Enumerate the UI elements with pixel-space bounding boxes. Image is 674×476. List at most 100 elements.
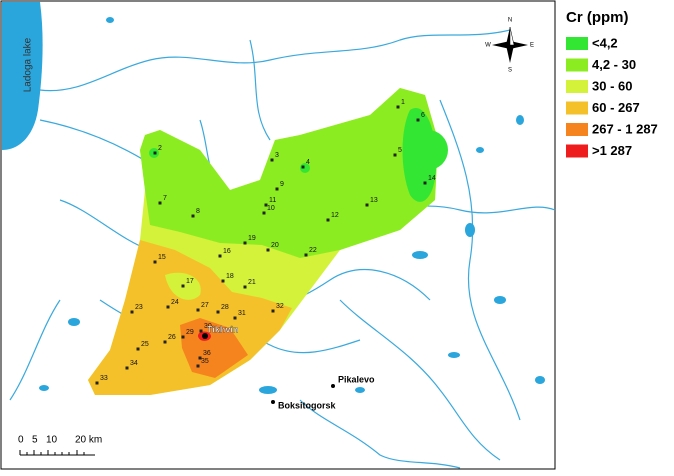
sample-marker: [125, 366, 129, 370]
sample-label: 28: [221, 304, 229, 311]
sample-label: 21: [248, 279, 256, 286]
sample-marker: [264, 203, 268, 207]
sample-label: 27: [201, 302, 209, 309]
sample-label: 24: [171, 299, 179, 306]
sample-label: 10: [267, 205, 275, 212]
sample-marker: [216, 310, 220, 314]
sample-marker: [393, 153, 397, 157]
compass-letter: S: [508, 68, 512, 74]
sample-marker: [136, 347, 140, 351]
sample-marker: [396, 105, 400, 109]
sample-label: 1: [401, 99, 405, 106]
sample-marker: [262, 211, 266, 215]
legend-label: >1 287: [592, 143, 632, 158]
sample-label: 30: [204, 323, 212, 330]
sample-label: 31: [238, 310, 246, 317]
sample-marker: [304, 253, 308, 257]
town-marker: [202, 333, 208, 339]
scale-label: 5: [32, 435, 38, 446]
sample-label: 2: [158, 145, 162, 152]
sample-label: 6: [421, 112, 425, 119]
sample-marker: [196, 308, 200, 312]
legend-swatch: [566, 37, 588, 50]
legend-swatch: [566, 144, 588, 158]
town-label: Pikalevo: [338, 374, 375, 384]
sample-label: 23: [135, 304, 143, 311]
sample-label: 12: [331, 212, 339, 219]
sample-label: 35: [201, 358, 209, 365]
sample-marker: [163, 340, 167, 344]
scale-label: 20 km: [75, 435, 102, 446]
sample-marker: [423, 181, 427, 185]
sample-marker: [191, 214, 195, 218]
compass-letter: N: [508, 18, 512, 24]
zone: [180, 318, 248, 378]
compass: N S E W: [485, 18, 534, 74]
zone: [408, 130, 448, 170]
scale-bar: 0 5 10 20 km: [18, 435, 102, 456]
sample-points: 1234567891011121314151617181920212223242…: [95, 99, 436, 385]
sample-marker: [233, 316, 237, 320]
sample-label: 13: [370, 197, 378, 204]
sample-marker: [158, 201, 162, 205]
compass-letter: E: [530, 43, 534, 49]
sample-marker: [181, 284, 185, 288]
sample-marker: [166, 305, 170, 309]
legend-label: 4,2 - 30: [592, 57, 636, 72]
ladoga-lake: [2, 2, 43, 150]
legend-label: 60 - 267: [592, 100, 640, 115]
sample-marker: [266, 248, 270, 252]
sample-label: 18: [226, 273, 234, 280]
legend-label: <4,2: [592, 35, 618, 50]
sample-label: 14: [428, 175, 436, 182]
sample-marker: [326, 218, 330, 222]
lakes: [39, 17, 545, 394]
sample-marker: [181, 335, 185, 339]
sample-marker: [199, 329, 203, 333]
sample-marker: [301, 165, 305, 169]
legend-swatch: [566, 101, 588, 115]
sample-marker: [153, 260, 157, 264]
sample-label: 17: [186, 278, 194, 285]
sample-marker: [198, 356, 202, 360]
sample-label: 33: [100, 375, 108, 382]
sample-label: 5: [398, 147, 402, 154]
legend-swatch: [566, 123, 588, 136]
sample-marker: [130, 310, 134, 314]
town-label: Tikhvin: [207, 324, 238, 334]
sample-label: 15: [158, 254, 166, 261]
sample-label: 34: [130, 360, 138, 367]
sample-marker: [270, 158, 274, 162]
sample-label: 3: [275, 152, 279, 159]
sample-label: 36: [203, 350, 211, 357]
zone: [140, 88, 438, 258]
towns: Tikhvin Pikalevo Boksitogorsk Ladoga lake: [23, 37, 375, 410]
sample-label: 32: [276, 303, 284, 310]
sample-marker: [196, 364, 200, 368]
town-marker: [331, 384, 335, 388]
sample-label: 22: [309, 247, 317, 254]
sample-marker: [243, 241, 247, 245]
sample-marker: [153, 151, 157, 155]
sample-marker: [218, 254, 222, 258]
sample-label: 25: [141, 341, 149, 348]
scale-label: 10: [46, 435, 58, 446]
legend-swatch: [566, 80, 588, 93]
sample-marker: [275, 187, 279, 191]
legend-swatch: [566, 58, 588, 72]
sample-marker: [271, 309, 275, 313]
sample-marker: [243, 285, 247, 289]
legend-label: 30 - 60: [592, 78, 632, 93]
legend: Cr (ppm) <4,2 4,2 - 30 30 - 60 60 - 267 267 -…: [566, 9, 658, 158]
town-label: Boksitogorsk: [278, 400, 337, 410]
sample-label: 4: [306, 159, 310, 166]
base-map: [2, 2, 556, 469]
sample-label: 7: [163, 195, 167, 202]
scale-label: 0: [18, 435, 24, 446]
sample-label: 19: [248, 235, 256, 242]
concentration-zones: [88, 88, 448, 395]
sample-label: 11: [269, 197, 276, 204]
town-marker: [271, 400, 275, 404]
compass-letter: W: [485, 43, 491, 49]
